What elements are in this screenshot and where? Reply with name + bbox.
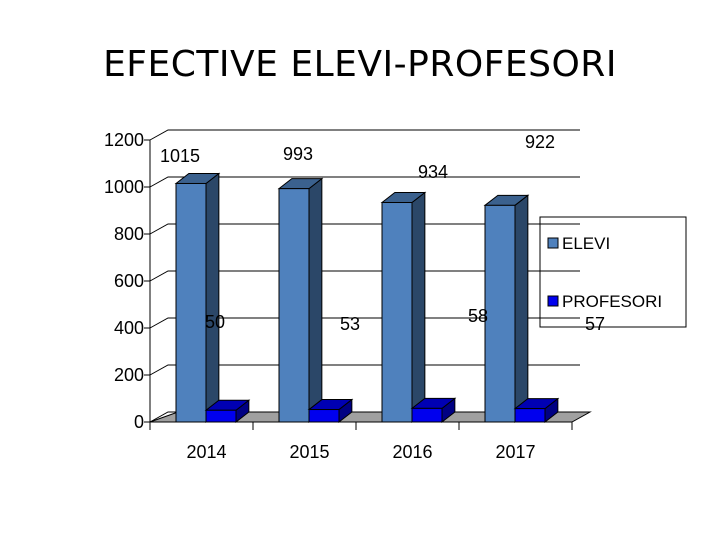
- bar-front: [484, 204, 516, 423]
- bar-profesori-2015: [307, 398, 354, 424]
- y-tick-label: 1000: [104, 177, 144, 197]
- bar-front: [381, 202, 413, 423]
- chart-title: EFECTIVE ELEVI-PROFESORI: [103, 44, 617, 85]
- y-tick-label: 0: [134, 412, 144, 432]
- data-label-elevi-2015: 993: [283, 144, 313, 164]
- legend-label-profesori: PROFESORI: [562, 292, 662, 311]
- bar-side: [514, 194, 529, 424]
- y-tick-label: 400: [114, 318, 144, 338]
- data-label-profesori-2014: 50: [205, 312, 225, 332]
- gridlines: [149, 129, 580, 423]
- bars: [174, 172, 560, 424]
- y-tick-label: 800: [114, 224, 144, 244]
- gridline: [149, 317, 580, 329]
- x-tick-label: 2017: [495, 442, 535, 462]
- bar-front: [514, 408, 546, 423]
- bar-elevi-2017: [483, 194, 530, 424]
- bar-elevi-2016: [380, 191, 427, 424]
- data-label-elevi-2014: 1015: [160, 146, 200, 166]
- data-labels: 1015 993 934 922 50 53 58 57: [160, 132, 605, 334]
- bar-side: [205, 172, 220, 424]
- data-label-elevi-2016: 934: [418, 162, 448, 182]
- legend-swatch-profesori: [547, 295, 559, 307]
- x-tick-label: 2016: [392, 442, 432, 462]
- legend-box: [539, 216, 687, 328]
- x-tick-label: 2015: [289, 442, 329, 462]
- x-tick-label: 2014: [186, 442, 226, 462]
- bar-side: [308, 177, 323, 424]
- bar-profesori-2017: [513, 397, 560, 424]
- bar-side: [411, 191, 426, 424]
- bar-front: [308, 409, 340, 423]
- gridline: [149, 270, 580, 282]
- chart-walls: [149, 130, 592, 423]
- y-tick-label: 200: [114, 365, 144, 385]
- data-label-profesori-2016: 58: [468, 306, 488, 326]
- gridline: [149, 364, 580, 376]
- y-tick-label: 1200: [104, 130, 144, 150]
- gridline: [149, 176, 580, 188]
- bar-front: [205, 409, 237, 423]
- legend-label-elevi: ELEVI: [562, 234, 610, 253]
- bar-front: [411, 407, 443, 423]
- bar-profesori-2016: [410, 397, 457, 424]
- bar-front: [278, 188, 310, 423]
- legend: ELEVI PROFESORI: [539, 216, 687, 328]
- y-tick-label: 600: [114, 271, 144, 291]
- bar-front: [175, 182, 207, 423]
- axes: 0 200 400 600 800 1000 1200 2014 2015 2016 2017: [104, 130, 573, 462]
- data-label-profesori-2017: 57: [585, 314, 605, 334]
- gridline: [149, 129, 580, 141]
- bar-elevi-2015: [277, 177, 324, 424]
- back-wall: [150, 130, 580, 422]
- gridline: [149, 223, 580, 235]
- bar-profesori-2014: [204, 399, 251, 424]
- legend-swatch-elevi: [547, 237, 559, 249]
- bar-elevi-2014: [174, 172, 221, 424]
- data-label-profesori-2015: 53: [340, 314, 360, 334]
- data-label-elevi-2017: 922: [525, 132, 555, 152]
